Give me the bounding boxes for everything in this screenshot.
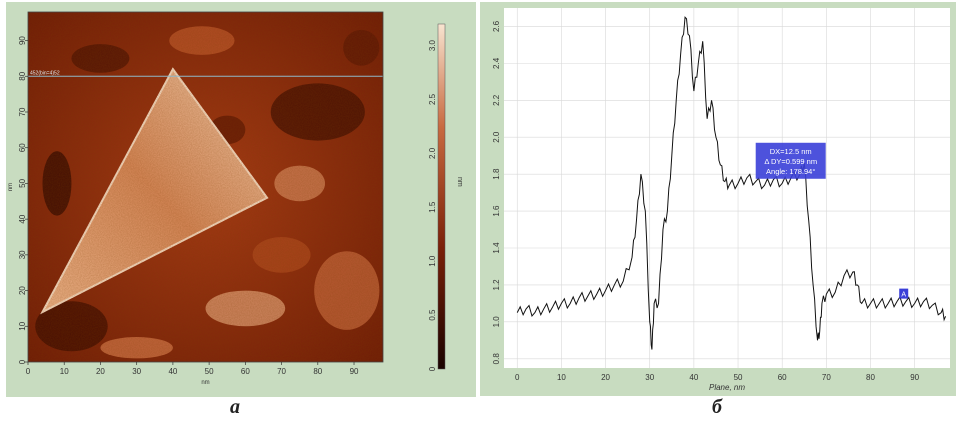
x-tick-label: 30	[132, 367, 141, 376]
x-tick-label: 0	[26, 367, 31, 376]
x-tick-label: 40	[168, 367, 177, 376]
y-tick-label: 60	[18, 143, 27, 152]
colorbar-tick-label: 3.0	[428, 39, 437, 51]
y-tick-label: 20	[18, 286, 27, 295]
panel-a-x-unit: nm	[201, 380, 209, 386]
plot-area	[504, 8, 950, 368]
afm-image: 452(bin=4)52	[28, 12, 383, 362]
x-tick-label: 30	[645, 373, 654, 382]
y-tick-label: 90	[18, 36, 27, 45]
x-tick-label: 0	[515, 373, 520, 382]
colorbar-tick-label: 1.5	[428, 201, 437, 213]
y-tick-label: 1.0	[492, 316, 501, 328]
colorbar-gradient	[437, 23, 446, 370]
panel-a-label: a	[230, 396, 240, 418]
x-tick-label: 20	[96, 367, 105, 376]
x-tick-label: 60	[241, 367, 250, 376]
x-tick-label: 80	[313, 367, 322, 376]
x-tick-label: 70	[277, 367, 286, 376]
y-tick-label: 1.4	[492, 242, 501, 254]
x-tick-label: 10	[557, 373, 566, 382]
y-tick-label: 1.8	[492, 168, 501, 180]
scan-line-label: 452(bin=4)52	[30, 70, 60, 76]
y-tick-label: 10	[18, 321, 27, 330]
y-tick-label: 30	[18, 250, 27, 259]
colorbar-unit-label: nm	[456, 177, 463, 187]
y-tick-label: 50	[18, 178, 27, 187]
annotation-box-bg	[755, 142, 826, 179]
x-tick-label: 80	[866, 373, 875, 382]
y-tick-label: 2.6	[492, 20, 501, 32]
colorbar-tick-label: 1.0	[428, 255, 437, 267]
x-tick-label: 20	[601, 373, 610, 382]
colorbar-tick-label: 0	[428, 366, 437, 371]
y-tick-label: 1.6	[492, 205, 501, 217]
colorbar-tick-label: 2.5	[428, 93, 437, 105]
x-tick-label: 70	[822, 373, 831, 382]
y-tick-label: 2.0	[492, 131, 501, 143]
y-tick-label: 2.4	[492, 57, 501, 69]
colorbar-tick-label: 0.5	[428, 309, 437, 321]
y-tick-label: 70	[18, 107, 27, 116]
y-tick-label: 0.8	[492, 353, 501, 365]
y-tick-label: 1.2	[492, 279, 501, 291]
colorbar: 0 0.5 1.0 1.5 2.0 2.5 3.0 nm	[428, 23, 463, 371]
x-tick-label: 10	[60, 367, 69, 376]
marker-label: A	[901, 292, 906, 299]
height-profile-panel: 0 10 20 30 40 50 60 70 80 90 0.8 1.0 1.2 1.4 1.6 1.8 2.0…	[480, 2, 956, 396]
cursor-marker[interactable]: A	[899, 288, 909, 299]
x-tick-label: 90	[350, 367, 359, 376]
annotation-line: Δ DY=0.599 nm	[764, 157, 817, 166]
series-line	[516, 16, 947, 350]
afm-height-image-panel: 452(bin=4)52 0 10 20 30 40 50 60 70 80 90 0 10 20 30 4…	[6, 2, 476, 397]
y-tick-label: 80	[18, 71, 27, 80]
x-tick-label: 50	[734, 373, 743, 382]
y-tick-label: 2.2	[492, 94, 501, 106]
x-tick-label: 90	[910, 373, 919, 382]
x-tick-label: 60	[778, 373, 787, 382]
x-tick-label: 50	[205, 367, 214, 376]
annotation-line: DX=12.5 nm	[770, 147, 812, 156]
x-axis-label: Plane, nm	[709, 383, 745, 392]
y-tick-label: 40	[18, 214, 27, 223]
annotation-line: Angle: 178.94°	[766, 167, 815, 176]
afm-image-frame	[27, 11, 384, 363]
x-tick-label: 40	[689, 373, 698, 382]
panel-b-label: б	[712, 396, 722, 418]
colorbar-tick-label: 2.0	[428, 147, 437, 159]
marker-bg	[899, 288, 909, 299]
panel-a-y-unit: nm	[8, 183, 14, 191]
y-tick-label: 0	[18, 359, 27, 364]
